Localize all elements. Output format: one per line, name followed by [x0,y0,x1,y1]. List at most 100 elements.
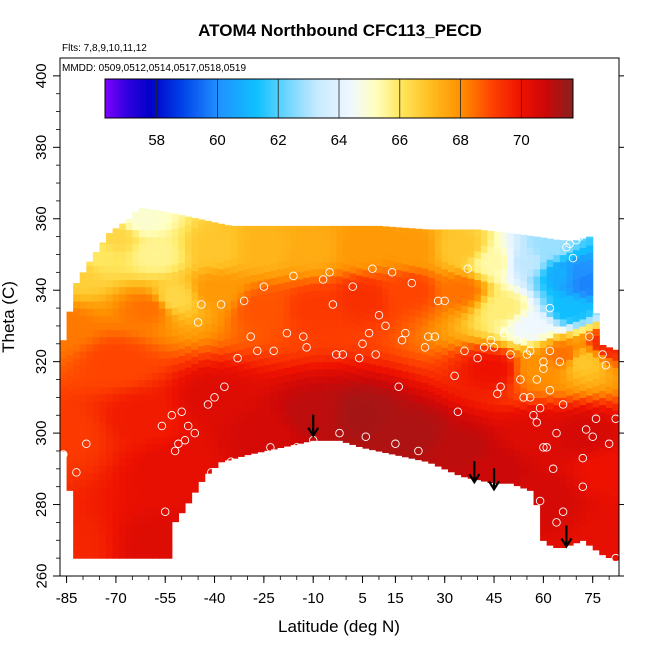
field-cell [474,279,482,288]
field-cell [592,464,600,472]
field-cell [559,354,567,363]
field-cell [73,465,81,473]
field-cell [158,243,166,252]
field-cell [559,461,567,470]
field-cell [257,323,265,331]
field-cell [152,222,160,231]
field-cell [73,493,81,502]
field-cell [375,429,383,438]
field-cell [441,318,449,327]
field-cell [263,243,272,251]
colorbar-cell [336,79,340,118]
field-cell [421,325,429,333]
field-cell [395,269,403,278]
field-cell [448,421,456,430]
field-cell [349,237,357,245]
field-cell [79,515,87,524]
field-cell [448,350,456,358]
field-cell [132,415,140,423]
field-cell [211,224,219,233]
colorbar-cell [394,79,398,118]
colorbar-cell [277,79,281,118]
field-cell [566,330,574,339]
field-cell [415,402,423,411]
field-cell [494,247,502,256]
colorbar-cell [110,79,115,118]
colorbar-cell [163,79,167,118]
field-cell [132,236,140,245]
field-cell [132,508,140,516]
field-cell [388,232,396,241]
field-cell [171,421,179,430]
field-cell [178,248,186,256]
field-cell [132,258,140,266]
field-cell [428,229,436,236]
field-cell [145,222,153,231]
colorbar-cell [412,79,416,118]
field-cell [73,322,81,331]
field-cell [342,285,350,293]
field-cell [165,300,173,309]
field-cell [204,280,212,288]
field-cell [99,243,107,252]
field-cell [507,425,515,434]
field-cell [250,417,258,426]
field-cell [566,516,574,525]
field-cell [454,345,462,354]
field-cell [270,234,278,243]
field-cell [86,293,94,302]
field-cell [559,518,567,527]
field-cell [526,440,535,448]
field-cell [546,287,554,296]
field-cell [138,536,147,545]
field-cell [132,443,140,452]
field-cell [605,371,614,380]
field-cell [184,352,193,361]
field-cell [191,241,199,250]
field-cell [119,436,127,445]
field-cell [171,300,179,308]
field-cell [526,425,535,434]
field-cell [309,368,318,377]
field-cell [152,550,160,559]
field-cell [428,298,436,307]
field-cell [112,436,120,445]
field-cell [198,309,206,318]
field-cell [230,286,239,295]
field-cell [454,303,462,311]
field-cell [507,368,515,377]
field-cell [158,500,166,509]
field-cell [165,250,173,259]
field-cell [152,379,160,388]
observation-point [555,357,565,366]
field-cell [237,334,245,343]
field-cell [355,417,364,426]
field-cell [428,241,436,250]
field-cell [152,236,160,245]
field-cell [454,360,462,368]
observation-point [460,346,469,356]
field-cell [250,231,258,240]
field-cell [184,431,193,440]
field-cell [369,320,377,329]
field-cell [178,498,186,507]
field-cell [277,354,285,363]
field-cell [336,290,344,298]
colorbar-cell [175,79,179,118]
field-cell [224,402,232,411]
field-cell [198,238,206,247]
field-cell [415,366,423,375]
observation-point [335,428,344,438]
field-cell [290,301,298,310]
field-cell [494,354,502,363]
field-cell [198,417,206,425]
field-cell [540,347,548,356]
colorbar-cell [315,79,320,118]
field-cell [119,236,127,245]
field-cell [513,456,521,465]
field-cell [316,233,324,241]
field-cell [165,229,173,238]
field-cell [362,298,370,306]
colorbar-cell [461,79,466,118]
field-cell [369,349,377,358]
